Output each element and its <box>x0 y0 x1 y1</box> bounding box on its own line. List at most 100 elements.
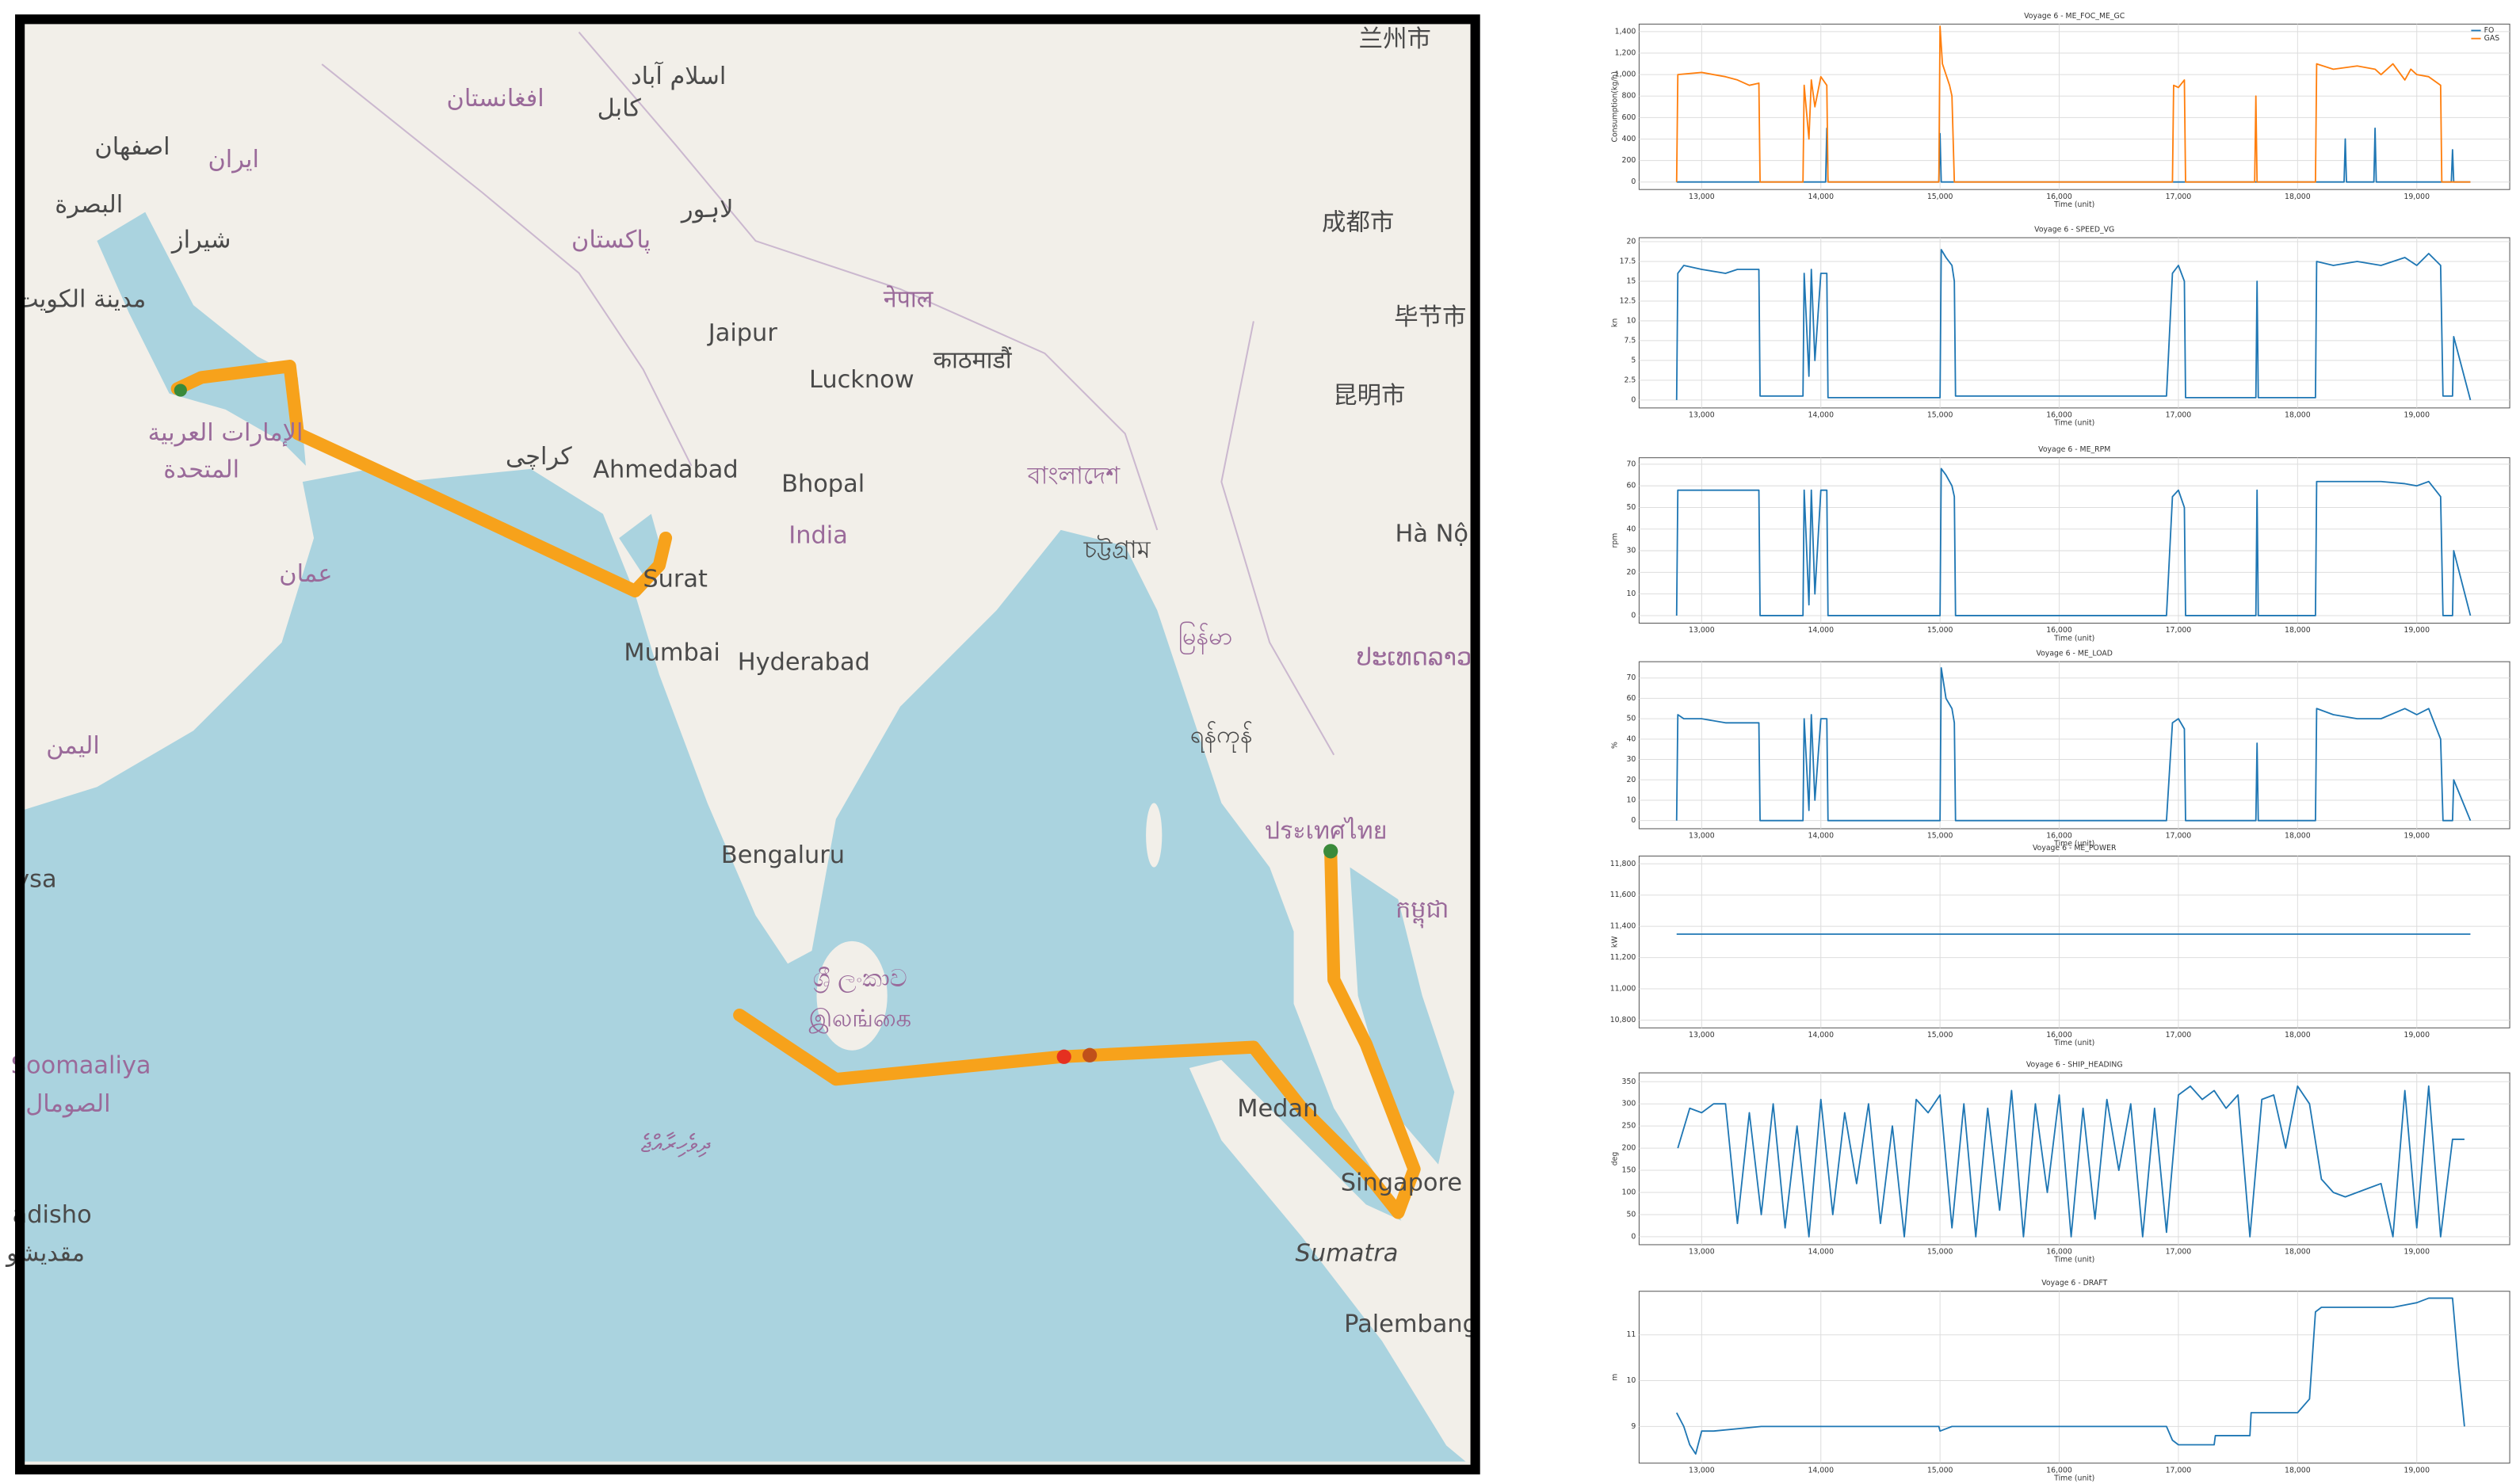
x-tick-label: 13,000 <box>1689 626 1715 635</box>
chart-title: Voyage 6 - ME_POWER <box>2033 844 2117 853</box>
plot-area <box>1638 661 2510 830</box>
x-tick-label: 19,000 <box>2404 410 2430 419</box>
y-tick-label: 50 <box>1626 503 1636 512</box>
y-tick-label: 20 <box>1626 238 1636 246</box>
y-tick-label: 10,800 <box>1610 1016 1636 1024</box>
map-label: پاکستان <box>571 227 651 254</box>
y-tick-label: 10 <box>1626 795 1636 804</box>
map-label: افغانستان <box>447 85 544 113</box>
x-tick-label: 16,000 <box>2046 626 2072 635</box>
map-label: काठमाडौं <box>934 346 1013 375</box>
route-marker <box>1323 844 1338 859</box>
y-tick-label: 60 <box>1626 482 1636 490</box>
map-label: ایران <box>208 146 258 174</box>
x-axis-label: Time (unit) <box>2053 419 2094 428</box>
y-tick-label: 30 <box>1626 547 1636 555</box>
y-tick-label: 9 <box>1631 1422 1636 1431</box>
map-label: كابل <box>598 94 642 122</box>
y-tick-label: 400 <box>1622 135 1636 143</box>
x-tick-label: 14,000 <box>1808 1466 1834 1474</box>
y-tick-label: 1,400 <box>1615 27 1636 36</box>
y-tick-label: 40 <box>1626 734 1636 743</box>
y-tick-label: 250 <box>1622 1122 1636 1131</box>
y-tick-label: 70 <box>1626 460 1636 468</box>
borders <box>321 31 1335 756</box>
chart-title: Voyage 6 - ME_FOC_ME_GC <box>2024 12 2125 21</box>
x-tick-label: 18,000 <box>2285 1031 2311 1040</box>
y-tick-label: 10 <box>1626 1376 1636 1385</box>
x-tick-label: 17,000 <box>2166 626 2192 635</box>
x-tick-label: 17,000 <box>2166 1248 2192 1257</box>
map-label: Surat <box>643 565 708 593</box>
map-label: ရန်ကုန် <box>1190 721 1253 753</box>
route <box>170 360 1421 1219</box>
map-label: لاہور <box>680 196 734 223</box>
map-label: Bengaluru <box>721 841 845 869</box>
map-label: Ahmedabad <box>593 456 738 483</box>
map-label: عمان <box>279 560 332 588</box>
data-line <box>1675 1297 2465 1455</box>
y-tick-label: 100 <box>1622 1188 1636 1197</box>
y-axis-label: kn <box>1610 319 1619 327</box>
plot-area <box>1638 23 2510 190</box>
x-tick-label: 15,000 <box>1927 410 1953 419</box>
y-axis-label: Consumption(kg/h) <box>1610 71 1619 142</box>
y-tick-label: 0 <box>1631 395 1636 404</box>
x-tick-label: 18,000 <box>2285 1466 2311 1474</box>
chart-title: Voyage 6 - DRAFT <box>2041 1279 2107 1288</box>
map-label: Soomaaliya <box>11 1051 151 1079</box>
x-tick-label: 15,000 <box>1927 1466 1953 1474</box>
x-tick-label: 18,000 <box>2285 832 2311 841</box>
y-tick-label: 600 <box>1622 113 1636 122</box>
x-tick-label: 15,000 <box>1927 832 1953 841</box>
sri-lanka <box>816 940 888 1051</box>
x-axis-label: Time (unit) <box>2053 634 2094 643</box>
x-tick-label: 14,000 <box>1808 626 1834 635</box>
y-tick-label: 0 <box>1631 611 1636 620</box>
map-label: كراچی <box>506 443 572 471</box>
map-label: Palembang <box>1344 1310 1478 1338</box>
x-tick-label: 13,000 <box>1689 1466 1715 1474</box>
chart-title: Voyage 6 - SHIP_HEADING <box>2026 1060 2123 1069</box>
map-label: الإمارات العربية <box>148 419 304 447</box>
map-label: adisho <box>13 1201 92 1229</box>
legend-label: GAS <box>2484 34 2500 43</box>
y-tick-label: 15 <box>1626 277 1636 285</box>
x-axis-label: Time (unit) <box>2053 840 2094 849</box>
map-label: Medan <box>1237 1095 1318 1123</box>
y-tick-label: 1,000 <box>1615 71 1636 79</box>
x-tick-label: 19,000 <box>2404 1248 2430 1257</box>
x-tick-label: 17,000 <box>2166 410 2192 419</box>
x-tick-label: 17,000 <box>2166 832 2192 841</box>
x-tick-label: 18,000 <box>2285 1248 2311 1257</box>
persian-gulf <box>97 212 306 466</box>
y-tick-label: 20 <box>1626 568 1636 577</box>
x-tick-label: 17,000 <box>2166 1466 2192 1474</box>
x-axis-label: Time (unit) <box>2053 1256 2094 1265</box>
x-axis-label: Time (unit) <box>2053 1474 2094 1482</box>
y-tick-label: 7.5 <box>1625 336 1636 345</box>
y-tick-label: 17.5 <box>1620 257 1636 265</box>
bay-of-cambay <box>619 513 662 575</box>
y-tick-label: 20 <box>1626 776 1636 784</box>
y-tick-label: 11,800 <box>1610 860 1636 868</box>
map-label: 毕节市 <box>1394 303 1466 331</box>
data-line <box>1675 25 2471 183</box>
map: اصفهان ایران البصرة شيراز مدينة الكويت ا… <box>5 14 1480 1474</box>
map-label: 兰州市 <box>1359 25 1431 53</box>
route-marker <box>174 383 187 397</box>
legend-label: FO <box>2484 26 2495 35</box>
gulf-of-thailand <box>1350 867 1455 1165</box>
x-tick-label: 13,000 <box>1689 832 1715 841</box>
y-tick-label: 11,200 <box>1610 953 1636 962</box>
y-tick-label: 1,200 <box>1615 49 1636 58</box>
map-label: இலங்கை <box>808 1005 911 1034</box>
y-tick-label: 12.5 <box>1620 296 1636 305</box>
y-tick-label: 50 <box>1626 715 1636 723</box>
x-tick-label: 16,000 <box>2046 1248 2072 1257</box>
y-tick-label: 0 <box>1631 1232 1636 1241</box>
y-tick-label: 50 <box>1626 1210 1636 1219</box>
y-tick-label: 11,000 <box>1610 985 1636 994</box>
y-tick-label: 0 <box>1631 816 1636 825</box>
x-tick-label: 18,000 <box>2285 193 2311 201</box>
